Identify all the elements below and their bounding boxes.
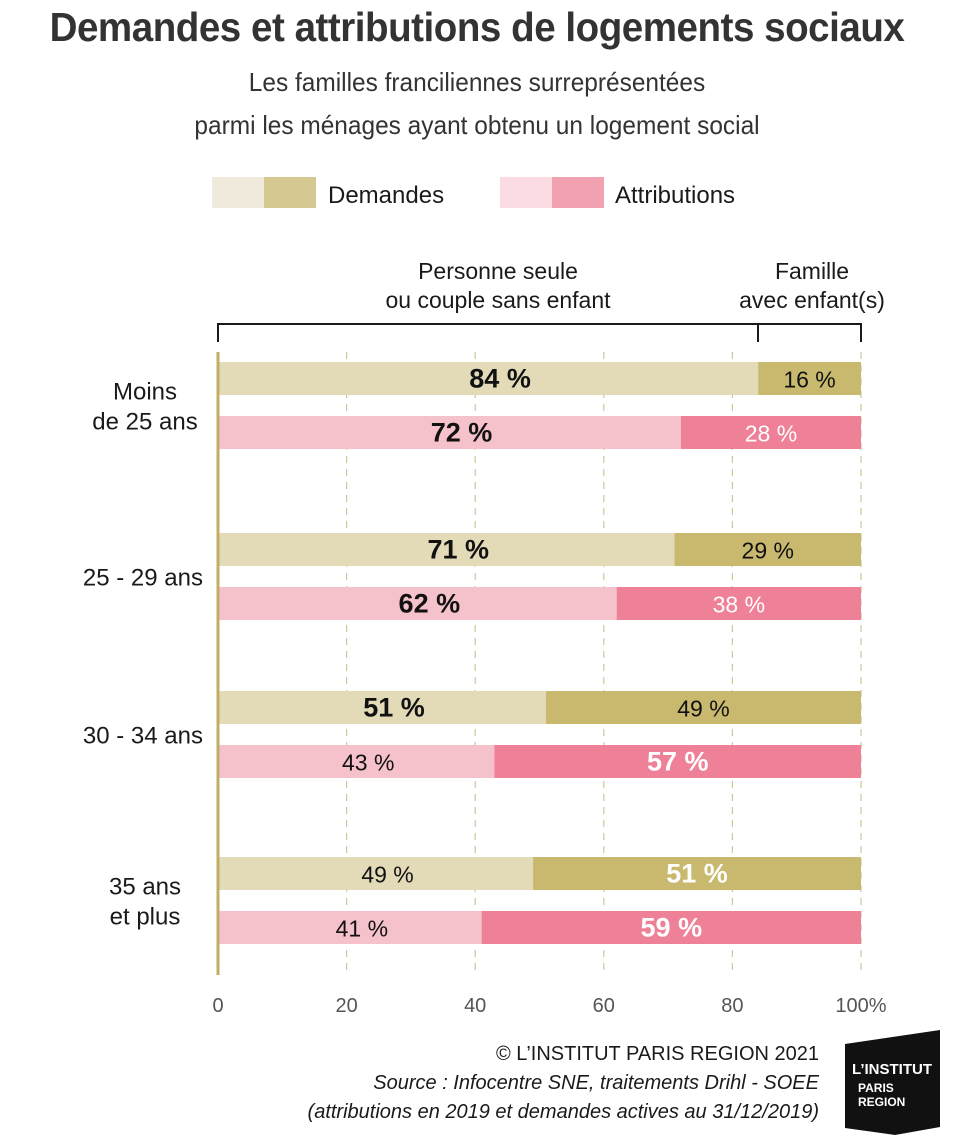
data-label: 51 % (666, 859, 728, 889)
x-tick-label: 80 (721, 995, 743, 1017)
legend-attributions-label: Attributions (615, 182, 735, 209)
group-label-line2: de 25 ans (92, 409, 197, 436)
data-label: 16 % (783, 367, 835, 393)
data-label: 57 % (647, 747, 709, 777)
bar-demandes-famille (674, 533, 861, 566)
chart-subtitle-line2: parmi les ménages ayant obtenu un logeme… (194, 110, 760, 140)
logo-line1: L’INSTITUT (852, 1061, 932, 1078)
bar-demandes-famille (533, 857, 861, 890)
copyright: © L’INSTITUT PARIS REGION 2021 (496, 1043, 819, 1065)
x-tick-label: 40 (464, 995, 486, 1017)
group-label: 25 - 29 ans (83, 565, 203, 592)
legend-attributions-swatch-light (500, 177, 552, 208)
group-label-line1: 35 ans (109, 874, 181, 901)
bar-attributions-famille (616, 587, 861, 620)
bar-attributions-famille (494, 745, 861, 778)
header-right-line2: avec enfant(s) (739, 287, 885, 313)
header-right-line1: Famille (775, 258, 849, 284)
x-tick-label: 60 (593, 995, 615, 1017)
data-label: 71 % (427, 535, 489, 565)
institut-paris-region-logo: L’INSTITUT PARIS REGION (845, 1030, 940, 1135)
source-line2: (attributions en 2019 et demandes active… (307, 1101, 819, 1123)
data-label: 49 % (677, 696, 729, 722)
data-label: 28 % (745, 421, 797, 447)
header-bracket (217, 323, 862, 342)
legend: Demandes Attributions (212, 177, 735, 209)
bar-demandes-sans-enfant (218, 857, 534, 890)
data-label: 43 % (342, 750, 394, 776)
x-tick-label: 100% (835, 995, 886, 1017)
legend-demandes-swatch-light (212, 177, 264, 208)
bar-labels: 84 % 16 % 72 % 28 % 71 % 29 % 62 % 38 % 51 % 49 %… (336, 364, 836, 943)
legend-demandes-swatch-dark (264, 177, 316, 208)
chart-subtitle-line1: Les familles franciliennes surreprésenté… (248, 67, 706, 97)
data-label: 49 % (361, 862, 413, 888)
data-label: 38 % (713, 592, 765, 618)
bar-attributions-sans-enfant (218, 745, 495, 778)
segment-headers: Personne seule ou couple sans enfant Fam… (217, 258, 885, 342)
bar-demandes-sans-enfant (218, 533, 675, 566)
data-label: 51 % (363, 693, 425, 723)
bar-demandes-sans-enfant (218, 362, 759, 395)
bar-attributions-sans-enfant (218, 911, 482, 944)
x-tick-label: 0 (212, 995, 223, 1017)
source-line1: Source : Infocentre SNE, traitements Dri… (373, 1072, 819, 1094)
data-label: 29 % (742, 538, 794, 564)
header-left-line2: ou couple sans enfant (385, 287, 611, 313)
bar-attributions-famille (481, 911, 861, 944)
bar-demandes-sans-enfant (218, 691, 546, 724)
bar-demandes-famille (545, 691, 861, 724)
x-axis-ticks: 0 20 40 60 80 100% (212, 995, 886, 1017)
header-left-line1: Personne seule (418, 258, 578, 284)
legend-demandes-label: Demandes (328, 182, 444, 209)
group-label: 30 - 34 ans (83, 723, 203, 750)
bar-attributions-sans-enfant (218, 587, 617, 620)
x-tick-label: 20 (335, 995, 357, 1017)
legend-attributions-swatch-dark (552, 177, 604, 208)
bars (218, 362, 861, 944)
group-label-line1: Moins (113, 379, 177, 406)
data-label: 41 % (336, 916, 388, 942)
chart-title: Demandes et attributions de logements so… (49, 4, 905, 50)
data-label: 84 % (469, 364, 531, 394)
group-labels: Moins de 25 ans 25 - 29 ans 30 - 34 ans 35 a… (83, 379, 203, 931)
data-label: 62 % (399, 589, 461, 619)
data-label: 72 % (431, 418, 493, 448)
bar-demandes-famille (758, 362, 861, 395)
bar-attributions-sans-enfant (218, 416, 681, 449)
data-label: 59 % (641, 913, 703, 943)
bar-attributions-famille (680, 416, 861, 449)
logo-line2: PARIS (858, 1081, 894, 1095)
stacked-bar-chart: Demandes Attributions Personne seule ou … (83, 177, 887, 1017)
group-label-line2: et plus (110, 904, 181, 931)
logo-line3: REGION (858, 1095, 905, 1109)
